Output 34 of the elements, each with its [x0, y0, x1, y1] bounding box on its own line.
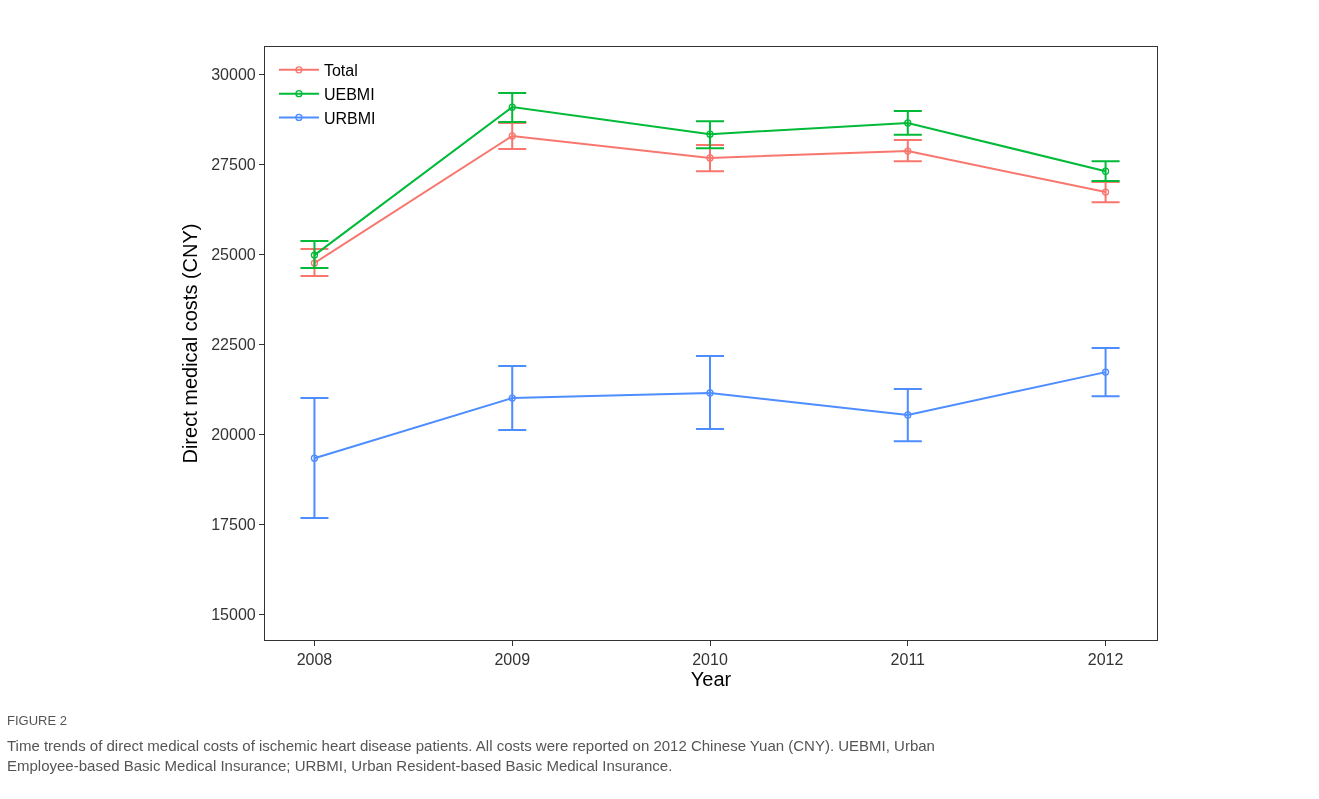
- x-tick-label: 2008: [296, 651, 333, 669]
- point: [904, 147, 912, 155]
- point: [310, 454, 319, 462]
- point: [904, 119, 912, 127]
- point: [1101, 188, 1110, 196]
- y-tick-label: 30000: [211, 65, 256, 83]
- point: [1101, 167, 1110, 175]
- point: [1101, 368, 1110, 376]
- legend-label: UEBMI: [323, 85, 375, 103]
- legend-label: URBMI: [323, 109, 376, 127]
- point: [706, 130, 714, 138]
- x-tick-label: 2010: [692, 651, 728, 669]
- point: [904, 411, 912, 419]
- y-tick-label: 20000: [211, 425, 256, 443]
- y-tick-label: 22500: [211, 335, 256, 353]
- y-tick-label: 27500: [211, 155, 256, 173]
- point: [508, 103, 516, 111]
- legend-label: Total: [323, 62, 358, 80]
- y-axis-title: Direct medical costs (CNY): [178, 223, 201, 464]
- y-tick-label: 15000: [211, 605, 256, 623]
- point: [508, 394, 516, 402]
- y-tick-label: 25000: [211, 245, 256, 263]
- text: Time trends of direct medical costs of ischemic heart disease patients. All costs were reported on 2012 Chinese Yuan (CNY). UEBMI, Urban Employee-based Basic Medical Insurance; URBMI, Urban Resident-based Basic Medical Insurance.: [7, 737, 935, 774]
- x-tick-label: 2009: [494, 651, 531, 669]
- point: [310, 251, 319, 259]
- x-axis-title: Year: [690, 668, 732, 691]
- point: [508, 132, 516, 140]
- point: [310, 259, 319, 267]
- point: [706, 154, 714, 162]
- caption: FIGURE 2: [7, 713, 67, 728]
- x-tick-label: 2012: [1087, 651, 1124, 669]
- y-tick-label: 17500: [211, 515, 256, 533]
- x-tick-label: 2011: [890, 651, 926, 669]
- point: [706, 389, 714, 397]
